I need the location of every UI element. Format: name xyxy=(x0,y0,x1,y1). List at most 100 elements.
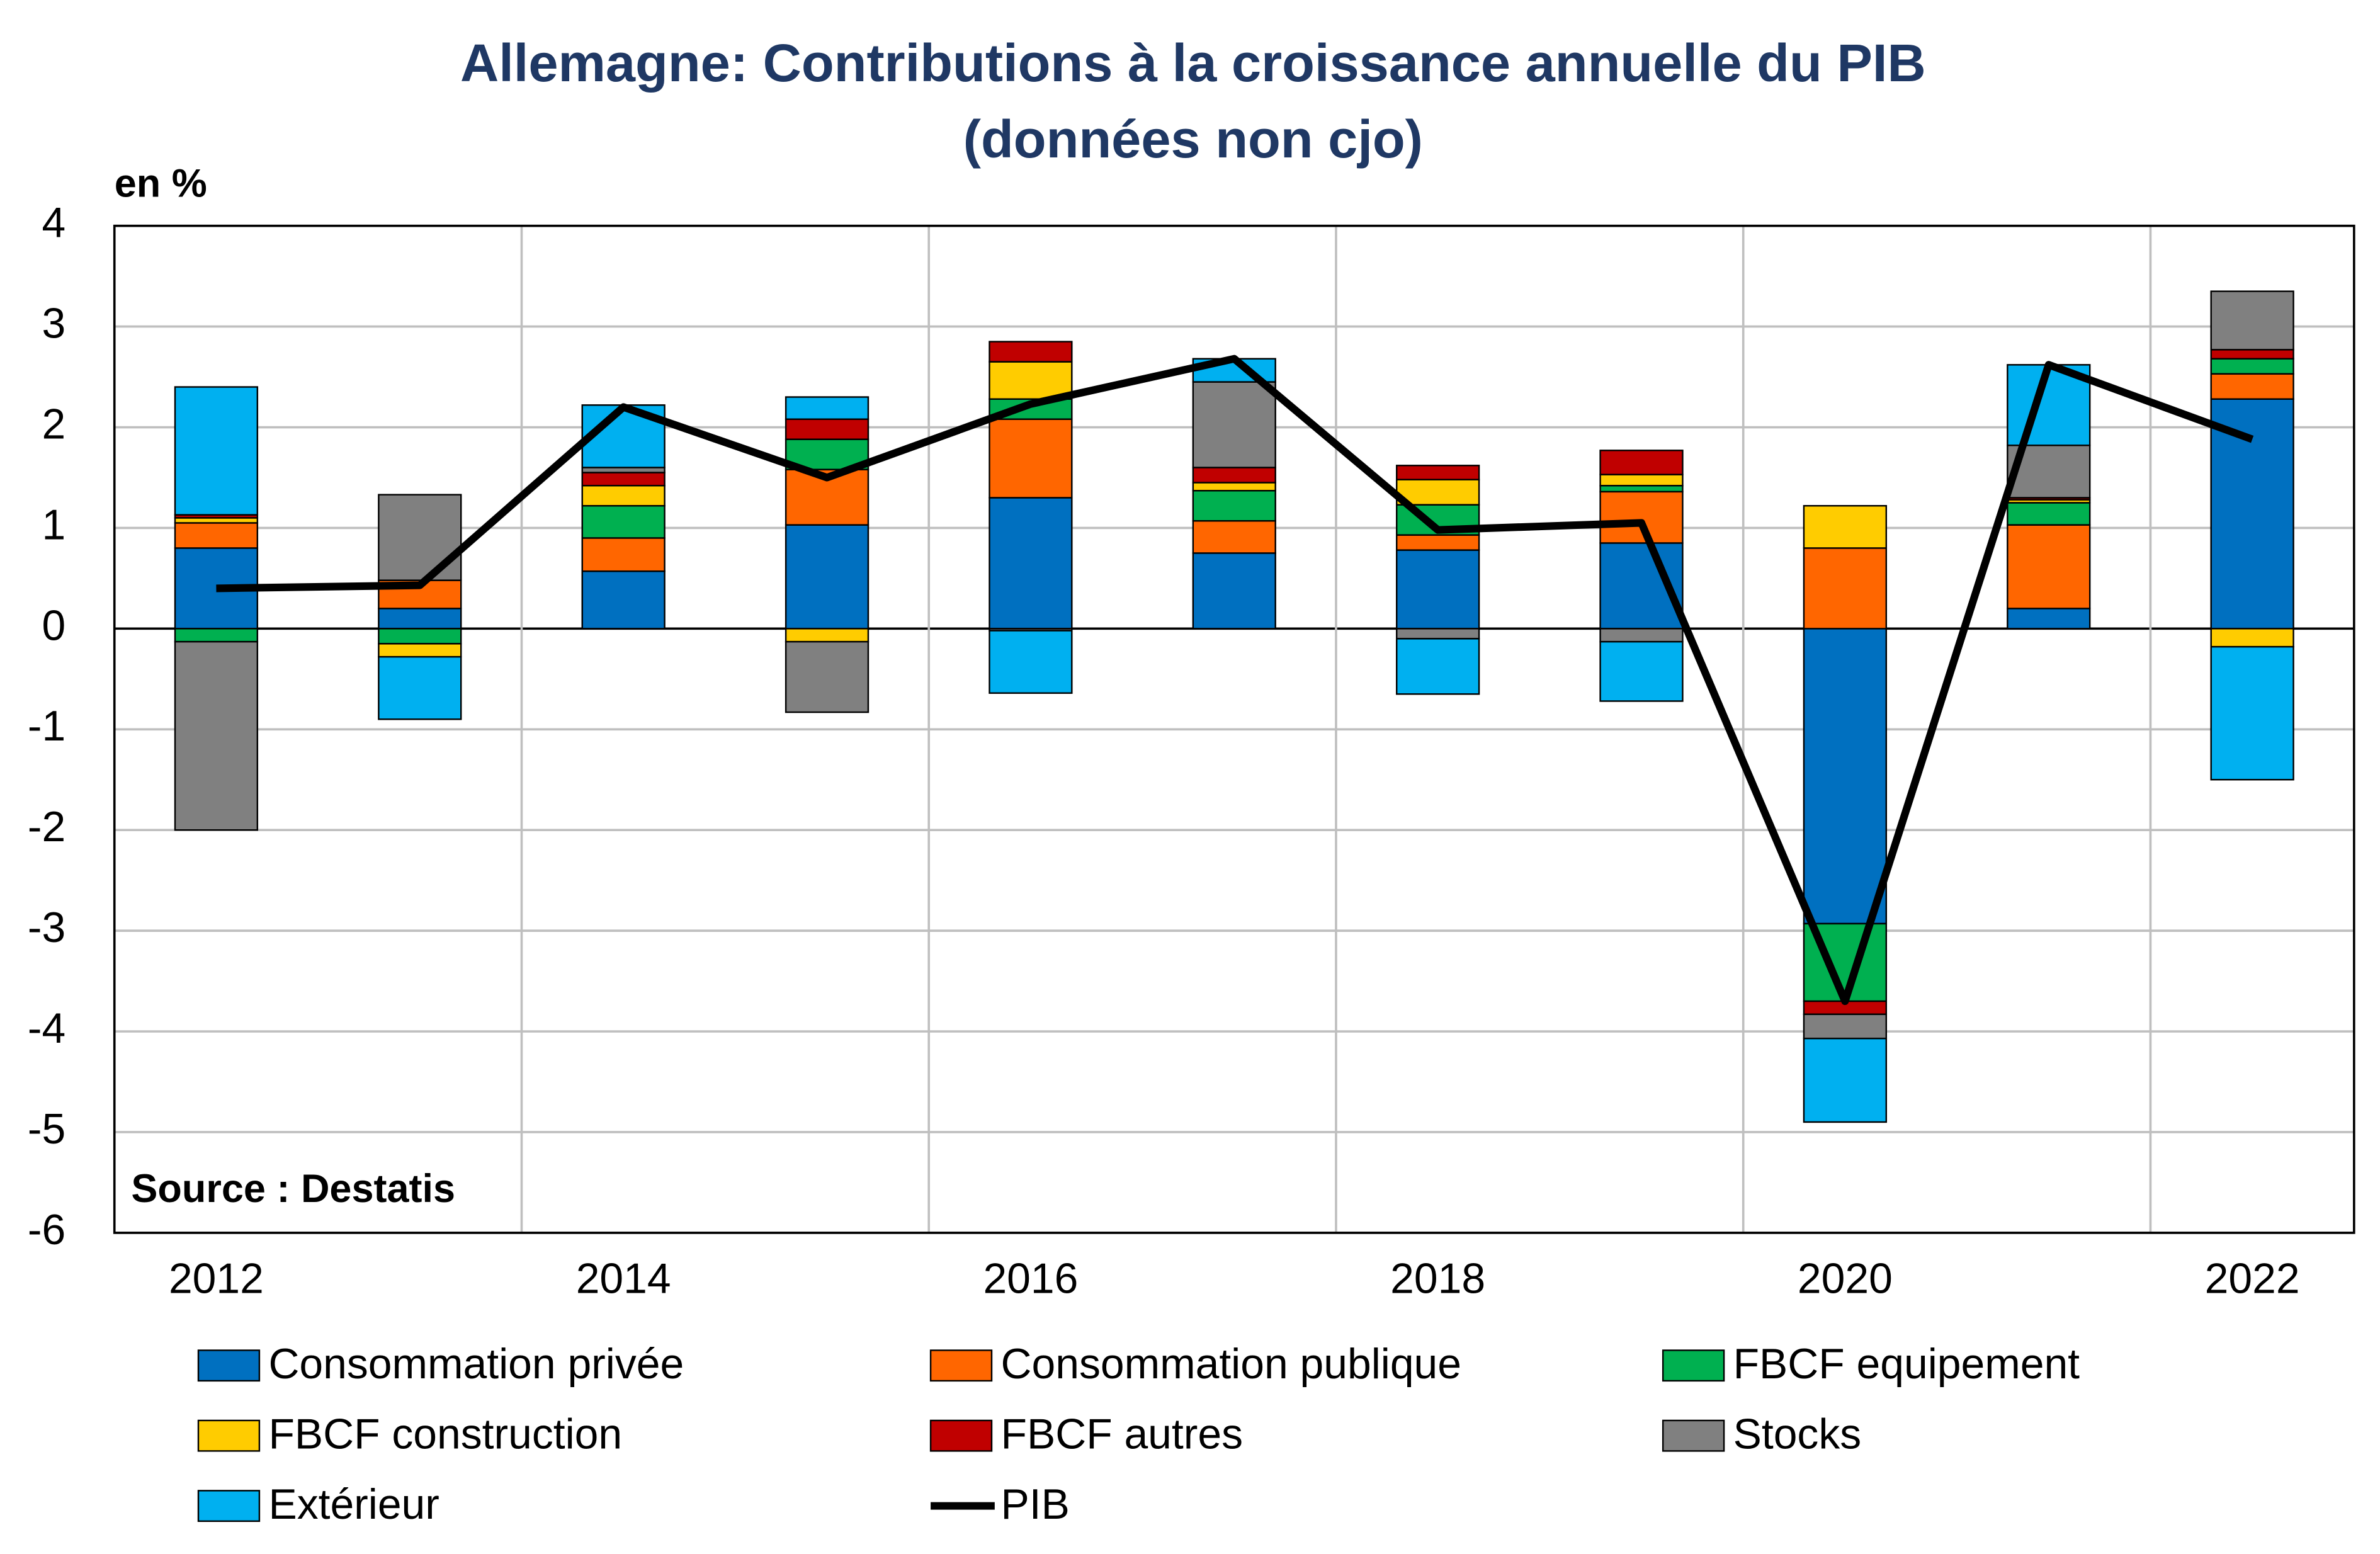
y-tick-label: -2 xyxy=(28,803,65,851)
bar-segment xyxy=(2210,373,2294,400)
line-series xyxy=(216,354,2254,1006)
legend-swatch xyxy=(1662,1349,1725,1382)
grid: -6 -5 -4 -3 -2 -1 0 1 2 3 4 2012 2014 2016 2018 2020 202… xyxy=(28,200,2354,1302)
bar-segment xyxy=(1599,628,1684,643)
bar-segment xyxy=(989,361,1073,400)
y-axis-label: en % xyxy=(115,161,207,205)
y-tick-label: 1 xyxy=(42,501,65,548)
bar-segment xyxy=(785,524,870,630)
bar-segment xyxy=(1396,549,1480,630)
bar-segment xyxy=(174,386,259,516)
bar-segment xyxy=(1803,1038,1888,1123)
legend-swatch xyxy=(197,1419,261,1452)
bar-segment xyxy=(1192,482,1276,492)
legend-label: Stocks xyxy=(1733,1411,1862,1458)
y-tick-label: -6 xyxy=(28,1206,65,1254)
bar-segment xyxy=(785,640,870,713)
bar-segment xyxy=(989,630,1073,694)
bar-segment xyxy=(2007,524,2091,610)
chart-subtitle: (données non cjo) xyxy=(963,109,1423,169)
y-tick-label: 0 xyxy=(42,602,65,649)
x-tick-label: 2012 xyxy=(169,1255,264,1302)
bar-segment xyxy=(2210,290,2294,351)
legend-label: FBCF equipement xyxy=(1733,1341,2080,1388)
legend-label: Consommation publique xyxy=(1001,1341,1461,1388)
legend-swatch xyxy=(197,1349,261,1382)
bar-segment xyxy=(1192,520,1276,554)
x-tick-label: 2022 xyxy=(2205,1255,2300,1302)
y-tick-label: -3 xyxy=(28,904,65,951)
bar-segment xyxy=(785,628,870,643)
bar-segment xyxy=(378,608,462,630)
bar-segment xyxy=(1396,628,1480,640)
x-tick-label: 2014 xyxy=(576,1255,671,1302)
plot-frame xyxy=(113,224,2355,1234)
y-tick-label: -1 xyxy=(28,703,65,750)
bar-segment xyxy=(2210,358,2294,375)
bar-segment xyxy=(2210,628,2294,648)
bar-segment xyxy=(174,628,259,643)
bar-segment xyxy=(1599,485,1684,493)
bar-segment xyxy=(581,505,666,539)
bar-segment xyxy=(581,570,666,630)
bar-segment xyxy=(1803,628,1888,925)
legend-label: FBCF construction xyxy=(268,1411,622,1458)
bar-segment xyxy=(378,643,462,658)
bar-segment xyxy=(2007,608,2091,630)
lines xyxy=(216,354,2254,1006)
bar-segment xyxy=(581,537,666,572)
legend-swatch xyxy=(197,1490,261,1523)
bar-segment xyxy=(1396,465,1480,480)
x-tick-label: 2020 xyxy=(1798,1255,1893,1302)
bar-segment xyxy=(378,628,462,645)
y-tick-label: -5 xyxy=(28,1106,65,1153)
bar-segment xyxy=(1803,1013,1888,1040)
bar-segment xyxy=(1192,381,1276,468)
bar-segment xyxy=(2210,645,2294,781)
bar-segment xyxy=(581,485,666,507)
chart-title: Allemagne: Contributions à la croissance… xyxy=(460,33,1926,93)
annotation: Source : Destatis xyxy=(131,1167,455,1211)
bar-segment xyxy=(174,640,259,831)
bar-segment xyxy=(1192,552,1276,630)
bar-segment xyxy=(1396,638,1480,695)
y-tick-label: 2 xyxy=(42,400,65,448)
bar-segment xyxy=(378,655,462,720)
bar-segment xyxy=(581,472,666,487)
legend-swatch xyxy=(1662,1419,1725,1452)
y-tick-label: 4 xyxy=(42,200,65,247)
bar-segment xyxy=(2210,349,2294,360)
bar-segment xyxy=(1396,534,1480,551)
bar-segment xyxy=(1599,491,1684,544)
bar-segment xyxy=(989,418,1073,499)
bar-segment xyxy=(2210,398,2294,630)
legend-label: Extérieur xyxy=(268,1481,439,1528)
bar-segment xyxy=(2007,502,2091,526)
bar-segment xyxy=(785,418,870,440)
bar-segment xyxy=(1803,547,1888,630)
bar-segment xyxy=(174,522,259,549)
bar-segment xyxy=(989,341,1073,363)
legend-swatch xyxy=(929,1349,993,1382)
bar-segment xyxy=(1396,479,1480,506)
bar-segment xyxy=(1192,490,1276,522)
bar-segment xyxy=(785,396,870,420)
x-tick-label: 2016 xyxy=(983,1255,1078,1302)
bar-segment xyxy=(989,497,1073,630)
legend-swatch xyxy=(929,1419,993,1452)
legend-label: PIB xyxy=(1001,1481,1070,1528)
x-tick-label: 2018 xyxy=(1390,1255,1485,1302)
y-tick-label: 3 xyxy=(42,300,65,348)
bar-segment xyxy=(1599,474,1684,487)
bars xyxy=(174,290,2294,1123)
y-tick-label: -4 xyxy=(28,1005,65,1052)
bar-segment xyxy=(1192,467,1276,484)
bar-segment xyxy=(1599,640,1684,702)
legend: Consommation privée Consommation publique… xyxy=(197,1341,2080,1528)
bar-segment xyxy=(378,494,462,581)
legend-label: FBCF autres xyxy=(1001,1411,1243,1458)
bar-segment xyxy=(1599,450,1684,475)
bar-segment xyxy=(1803,505,1888,549)
